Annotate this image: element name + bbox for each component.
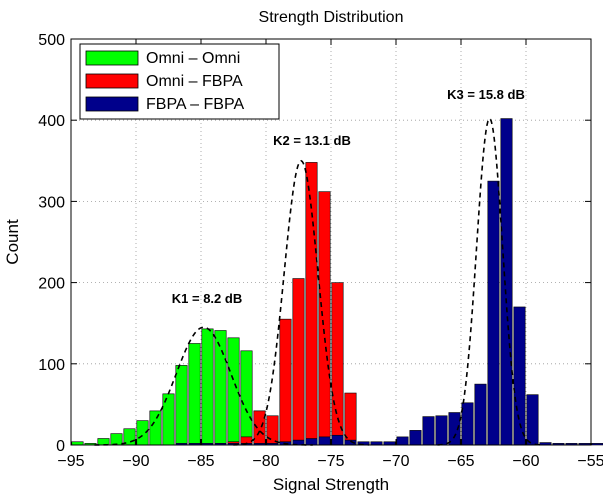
bar	[461, 402, 474, 446]
legend-entry-omni-omni: Omni – Omni	[85, 50, 240, 67]
annotation-k3: K3 = 15.8 dB	[447, 87, 525, 102]
bar	[422, 416, 435, 446]
x-tick-label: −80	[252, 453, 279, 470]
annotation-k1-label: K1 = 8.2 dB	[172, 291, 242, 306]
bar	[292, 278, 305, 446]
bar	[435, 415, 448, 446]
bar	[500, 118, 513, 446]
fit-curve-2	[233, 159, 369, 446]
legend-label-omni-omni: Omni – Omni	[146, 50, 240, 67]
chart-title: Strength Distribution	[259, 9, 404, 26]
fit-curve-3	[437, 117, 542, 446]
y-axis-label: Count	[3, 219, 22, 265]
x-tick-label: −70	[382, 453, 409, 470]
fit-curve-1	[94, 326, 313, 446]
bar	[201, 328, 214, 446]
x-tick-label: −90	[122, 453, 149, 470]
series-1-bars	[214, 162, 357, 446]
bar	[318, 191, 331, 446]
y-tick-label: 100	[38, 357, 65, 374]
legend-label-omni-fbpa: Omni – FBPA	[146, 73, 243, 90]
x-tick-label: −95	[57, 453, 84, 470]
x-tick-label: −65	[447, 453, 474, 470]
x-tick-label: −60	[512, 453, 539, 470]
x-axis-label: Signal Strength	[273, 475, 389, 494]
annotation-k1: K1 = 8.2 dB	[172, 291, 242, 306]
bar	[266, 415, 279, 446]
bar	[227, 337, 240, 446]
bar	[214, 330, 227, 446]
annotation-k3-label: K3 = 15.8 dB	[447, 87, 525, 102]
legend-swatch-fbpa-fbpa	[85, 96, 139, 112]
bar	[331, 282, 344, 446]
bar	[396, 436, 409, 446]
bar	[240, 350, 253, 446]
y-tick-label: 200	[38, 276, 65, 293]
x-tick-label: −55	[577, 453, 603, 470]
bar	[318, 436, 331, 446]
bar	[305, 438, 318, 446]
legend: Omni – Omni Omni – FBPA FBPA – FBPA	[79, 43, 280, 120]
legend-swatch-omni-fbpa	[85, 73, 139, 89]
bar	[175, 365, 188, 446]
x-tick-label: −85	[187, 453, 214, 470]
annotation-k2: K2 = 13.1 dB	[273, 133, 351, 148]
legend-swatch-omni-omni	[85, 50, 139, 66]
bar	[188, 343, 201, 446]
legend-label-fbpa-fbpa: FBPA – FBPA	[146, 96, 244, 113]
bar	[474, 383, 487, 446]
gaussian-fit-curves	[94, 117, 542, 446]
y-tick-label: 0	[56, 438, 65, 455]
axis-ticks: −95 −90 −85 −80 −75 −70 −65 −60 −55 0 100 200 300 400…	[38, 32, 603, 470]
histogram-bars	[71, 118, 603, 446]
grid-lines	[71, 39, 591, 445]
legend-entry-fbpa-fbpa: FBPA – FBPA	[85, 96, 244, 113]
bar	[526, 394, 539, 446]
bar	[279, 318, 292, 446]
bar	[487, 180, 500, 446]
y-tick-label: 400	[38, 113, 65, 130]
annotation-k2-label: K2 = 13.1 dB	[273, 133, 351, 148]
series-2-bars	[175, 118, 603, 446]
bar	[110, 433, 123, 446]
bar	[149, 410, 162, 446]
bar	[591, 443, 603, 446]
x-tick-label: −75	[317, 453, 344, 470]
y-tick-label: 300	[38, 194, 65, 211]
legend-entry-omni-fbpa: Omni – FBPA	[85, 73, 243, 90]
bar	[253, 410, 266, 446]
y-tick-label: 500	[38, 32, 65, 49]
bar	[331, 434, 344, 446]
bar	[409, 430, 422, 446]
